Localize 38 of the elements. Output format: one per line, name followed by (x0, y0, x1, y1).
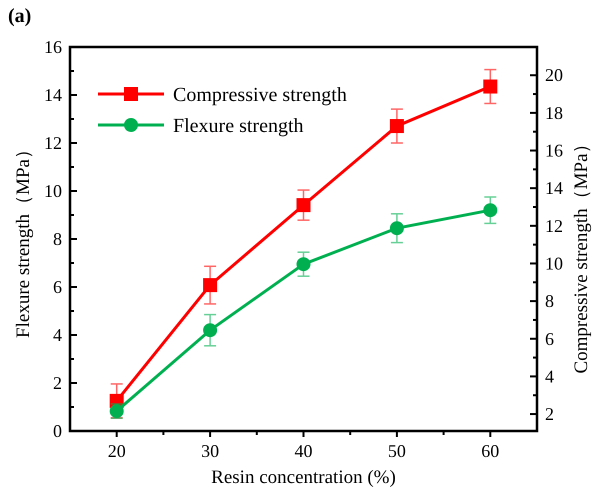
y2-tick-label: 14 (545, 178, 563, 198)
y-tick-label: 6 (53, 277, 62, 297)
y2-tick-label: 6 (545, 328, 554, 349)
point (296, 257, 310, 272)
point (203, 323, 218, 338)
y-tick-label: 0 (53, 421, 62, 441)
y-tick-label: 14 (44, 85, 62, 105)
point (390, 119, 404, 134)
y-tick-label: 8 (53, 229, 62, 249)
x-tick-label: 60 (481, 441, 500, 461)
y2-tick-label: 18 (545, 102, 563, 123)
y2-tick-label: 20 (545, 65, 563, 86)
y-tick-label: 4 (53, 325, 62, 345)
chart-title: (a) (8, 5, 32, 27)
x-tick-label: 40 (294, 441, 312, 461)
legend-label: Flexure strength (173, 115, 304, 137)
y-tick-label: 2 (53, 373, 62, 393)
y-axis-title: Flexure strength（MPa） (13, 140, 34, 338)
x-tick-label: 20 (108, 441, 126, 461)
y2-tick-label: 2 (545, 404, 554, 424)
point (203, 278, 218, 292)
y-tick-label: 16 (44, 37, 62, 57)
y2-tick-label: 4 (545, 366, 554, 386)
y2-tick-label: 8 (545, 291, 554, 312)
point (483, 203, 498, 218)
point (390, 221, 404, 236)
x-tick-label: 50 (388, 441, 406, 461)
point (483, 80, 498, 94)
y2-tick-label: 16 (545, 140, 563, 161)
y-tick-label: 12 (44, 133, 62, 153)
legend-label: Compressive strength (173, 84, 347, 106)
point (296, 198, 310, 212)
y2-tick-label: 12 (545, 216, 563, 236)
y2-axis-title: Compressive strength（MPa） (571, 134, 592, 374)
x-axis-title: Resin concentration (%) (211, 467, 396, 488)
y2-tick-label: 10 (545, 253, 563, 274)
y-tick-label: 10 (44, 181, 62, 201)
x-tick-label: 30 (201, 441, 220, 461)
